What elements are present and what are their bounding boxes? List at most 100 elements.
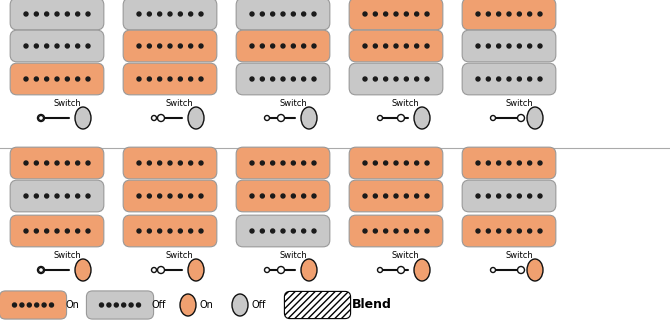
Circle shape (490, 267, 496, 272)
Circle shape (507, 229, 511, 233)
Circle shape (76, 77, 80, 81)
Ellipse shape (188, 107, 204, 129)
Circle shape (373, 229, 377, 233)
Ellipse shape (527, 259, 543, 281)
Circle shape (476, 44, 480, 48)
Circle shape (404, 161, 408, 165)
Circle shape (271, 161, 275, 165)
Circle shape (538, 229, 542, 233)
Circle shape (189, 194, 193, 198)
Circle shape (76, 12, 80, 16)
Circle shape (415, 161, 419, 165)
Circle shape (384, 77, 388, 81)
FancyBboxPatch shape (86, 291, 153, 319)
Circle shape (24, 229, 28, 233)
Circle shape (476, 194, 480, 198)
Circle shape (261, 229, 265, 233)
Circle shape (24, 161, 28, 165)
Circle shape (291, 229, 295, 233)
FancyBboxPatch shape (236, 30, 330, 62)
Circle shape (404, 12, 408, 16)
Circle shape (312, 229, 316, 233)
Circle shape (115, 303, 119, 307)
Circle shape (302, 77, 306, 81)
Circle shape (271, 229, 275, 233)
FancyBboxPatch shape (236, 0, 330, 30)
Circle shape (486, 12, 490, 16)
Circle shape (168, 161, 172, 165)
FancyBboxPatch shape (462, 180, 556, 212)
Circle shape (496, 77, 500, 81)
Circle shape (425, 229, 429, 233)
Circle shape (277, 266, 285, 274)
Circle shape (507, 77, 511, 81)
Text: Switch: Switch (166, 251, 194, 260)
Circle shape (384, 12, 388, 16)
Circle shape (199, 77, 203, 81)
Circle shape (250, 194, 254, 198)
Circle shape (178, 44, 182, 48)
Ellipse shape (527, 107, 543, 129)
Circle shape (137, 44, 141, 48)
Circle shape (394, 12, 398, 16)
Circle shape (147, 229, 151, 233)
Ellipse shape (75, 107, 91, 129)
Circle shape (538, 77, 542, 81)
Circle shape (517, 229, 521, 233)
Circle shape (394, 161, 398, 165)
Circle shape (157, 12, 161, 16)
Circle shape (42, 303, 46, 307)
Circle shape (86, 194, 90, 198)
FancyBboxPatch shape (462, 30, 556, 62)
FancyBboxPatch shape (349, 0, 443, 30)
Circle shape (394, 194, 398, 198)
Circle shape (271, 12, 275, 16)
Circle shape (291, 77, 295, 81)
Circle shape (250, 161, 254, 165)
Circle shape (157, 161, 161, 165)
Circle shape (34, 194, 38, 198)
Circle shape (291, 194, 295, 198)
Ellipse shape (301, 259, 317, 281)
Circle shape (291, 44, 295, 48)
Circle shape (199, 44, 203, 48)
Circle shape (291, 161, 295, 165)
Circle shape (496, 161, 500, 165)
Circle shape (363, 77, 367, 81)
Circle shape (404, 229, 408, 233)
Text: Switch: Switch (279, 251, 307, 260)
FancyBboxPatch shape (123, 30, 217, 62)
Circle shape (363, 229, 367, 233)
Circle shape (415, 12, 419, 16)
Circle shape (147, 12, 151, 16)
FancyBboxPatch shape (0, 291, 66, 319)
Circle shape (496, 12, 500, 16)
Circle shape (281, 229, 285, 233)
Circle shape (507, 44, 511, 48)
Circle shape (373, 44, 377, 48)
Circle shape (168, 12, 172, 16)
Circle shape (76, 229, 80, 233)
FancyBboxPatch shape (349, 215, 443, 247)
Circle shape (137, 77, 141, 81)
Circle shape (178, 12, 182, 16)
Circle shape (24, 194, 28, 198)
Circle shape (363, 161, 367, 165)
Circle shape (486, 229, 490, 233)
Circle shape (373, 194, 377, 198)
Circle shape (50, 303, 54, 307)
Circle shape (261, 12, 265, 16)
Ellipse shape (414, 107, 430, 129)
Circle shape (250, 44, 254, 48)
Ellipse shape (188, 259, 204, 281)
Text: Off: Off (252, 300, 267, 310)
Circle shape (147, 77, 151, 81)
Text: Off: Off (152, 300, 166, 310)
Circle shape (517, 161, 521, 165)
Circle shape (312, 12, 316, 16)
Circle shape (38, 114, 44, 122)
Circle shape (34, 12, 38, 16)
Circle shape (34, 44, 38, 48)
Circle shape (312, 194, 316, 198)
Circle shape (178, 194, 182, 198)
